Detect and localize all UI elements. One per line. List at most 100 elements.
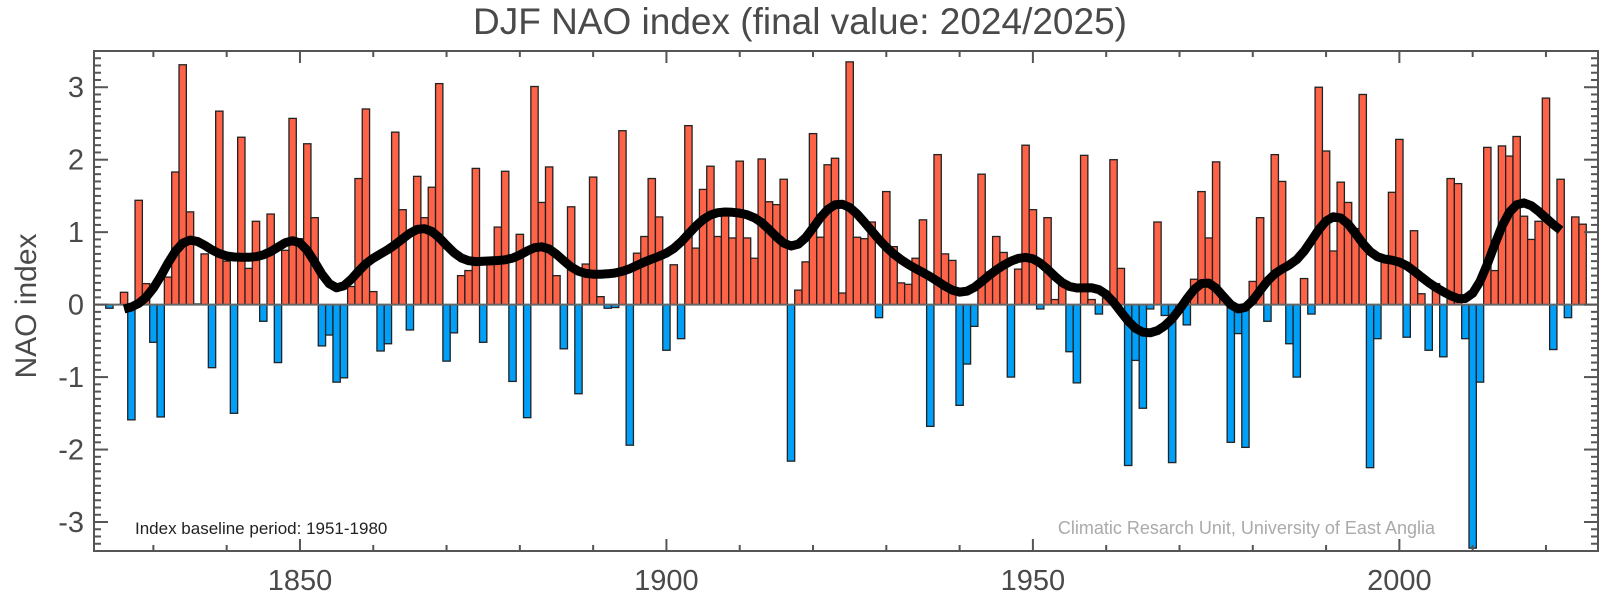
y-tick-label: 2 bbox=[68, 145, 84, 177]
bar-1914 bbox=[764, 201, 774, 306]
bar-1884 bbox=[544, 166, 554, 306]
x-tick-label: 1850 bbox=[268, 565, 333, 597]
y-tick-label: 3 bbox=[68, 72, 84, 104]
bar-1861 bbox=[376, 303, 385, 352]
bar-1851 bbox=[302, 143, 312, 306]
bar-2019 bbox=[1534, 220, 1543, 306]
bar-2020 bbox=[1541, 97, 1551, 306]
bar-1879 bbox=[508, 303, 517, 383]
bar-1882 bbox=[530, 85, 539, 306]
plot-frame bbox=[93, 50, 1599, 552]
bar-2008 bbox=[1453, 182, 1463, 306]
bar-1875 bbox=[478, 303, 488, 343]
bar-1839 bbox=[215, 110, 224, 306]
bar-1942 bbox=[969, 303, 979, 328]
bar-1888 bbox=[574, 303, 583, 395]
bar-1996 bbox=[1365, 303, 1375, 469]
bar-1849 bbox=[288, 117, 297, 306]
bar-1925 bbox=[845, 61, 854, 306]
bar-1969 bbox=[1167, 303, 1177, 464]
bar-1927 bbox=[860, 238, 869, 306]
bar-1907 bbox=[713, 235, 723, 306]
bar-1901 bbox=[669, 264, 679, 306]
bar-1883 bbox=[537, 201, 547, 306]
bar-2023 bbox=[1563, 303, 1573, 319]
bar-1887 bbox=[566, 206, 576, 306]
bar-1984 bbox=[1277, 180, 1287, 306]
bar-1906 bbox=[706, 165, 715, 306]
bar-2015 bbox=[1504, 155, 1514, 306]
baseline-note: Index baseline period: 1951-1980 bbox=[135, 519, 387, 538]
y-tick-label: -3 bbox=[58, 507, 84, 539]
bar-1948 bbox=[1013, 268, 1023, 306]
bar-1911 bbox=[742, 237, 752, 306]
bar-1961 bbox=[1109, 159, 1118, 306]
bar-2006 bbox=[1439, 303, 1448, 358]
credit-note: Climatic Resarch Unit, University of Eas… bbox=[1058, 518, 1436, 538]
bar-2013 bbox=[1490, 269, 1499, 306]
bar-1871 bbox=[449, 303, 459, 334]
bar-1891 bbox=[596, 296, 605, 306]
bar-1858 bbox=[354, 177, 363, 306]
bar-1932 bbox=[896, 282, 906, 306]
x-tick-label: 1900 bbox=[634, 565, 699, 597]
bar-1872 bbox=[456, 274, 466, 306]
bar-1959 bbox=[1094, 303, 1104, 315]
bar-1847 bbox=[273, 303, 283, 364]
bar-2018 bbox=[1526, 238, 1536, 306]
bar-1912 bbox=[750, 257, 759, 306]
bar-1890 bbox=[588, 176, 598, 306]
bar-1988 bbox=[1307, 303, 1316, 315]
bar-1837 bbox=[200, 253, 209, 306]
bar-1900 bbox=[662, 303, 671, 351]
bar-1848 bbox=[280, 249, 290, 306]
smoothed-line bbox=[122, 198, 1564, 338]
bar-1965 bbox=[1138, 303, 1148, 409]
bar-2010 bbox=[1468, 303, 1477, 549]
bar-1998 bbox=[1380, 257, 1390, 306]
axis-ticks bbox=[94, 50, 1598, 552]
bar-1868 bbox=[427, 186, 437, 306]
bar-1863 bbox=[390, 131, 400, 306]
bar-1962 bbox=[1116, 267, 1126, 306]
bar-1947 bbox=[1006, 303, 1016, 378]
x-tick-label: 1950 bbox=[1001, 565, 1066, 597]
x-tick-label: 2000 bbox=[1367, 565, 1432, 597]
bar-1862 bbox=[383, 303, 393, 345]
bar-1979 bbox=[1241, 303, 1250, 449]
bar-1926 bbox=[852, 236, 862, 306]
bar-1941 bbox=[962, 303, 972, 365]
bar-1831 bbox=[156, 303, 166, 418]
bar-1913 bbox=[757, 158, 767, 306]
bar-1873 bbox=[464, 269, 473, 306]
bar-1985 bbox=[1285, 303, 1294, 345]
bar-1855 bbox=[332, 303, 341, 383]
bar-1885 bbox=[552, 274, 561, 306]
bar-1949 bbox=[1021, 144, 1030, 306]
bar-1991 bbox=[1329, 250, 1338, 306]
bar-1854 bbox=[324, 303, 334, 336]
bar-1999 bbox=[1387, 191, 1397, 306]
bar-1898 bbox=[647, 177, 657, 306]
bar-2017 bbox=[1519, 215, 1529, 306]
bar-1915 bbox=[772, 203, 781, 306]
bar-1865 bbox=[405, 303, 415, 331]
bar-1982 bbox=[1263, 303, 1272, 322]
bar-1828 bbox=[134, 199, 144, 306]
bar-1905 bbox=[698, 188, 708, 306]
bar-1986 bbox=[1292, 303, 1302, 378]
bar-1894 bbox=[618, 130, 627, 306]
bar-1870 bbox=[442, 303, 451, 362]
bar-1909 bbox=[728, 237, 737, 306]
y-axis-label: NAO index bbox=[10, 233, 43, 378]
bar-1968 bbox=[1160, 303, 1170, 317]
bar-1921 bbox=[816, 236, 825, 306]
bar-2003 bbox=[1417, 293, 1426, 306]
bar-1864 bbox=[398, 209, 407, 306]
bar-1895 bbox=[625, 303, 635, 446]
bar-2025 bbox=[1578, 223, 1587, 306]
bar-1866 bbox=[412, 175, 422, 306]
bar-2007 bbox=[1446, 177, 1455, 306]
bar-1936 bbox=[925, 303, 935, 428]
